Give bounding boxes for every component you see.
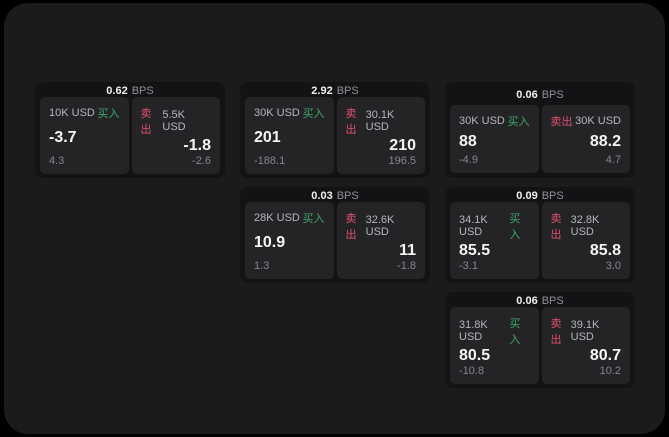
quote-panels: 10K USD 买入 -3.7 4.3 卖出 5.5K USD -1.8 -2.… [35,97,225,179]
card-header: 0.06 BPS [445,292,635,307]
buy-sub-value: 4.3 [49,154,65,167]
sell-quote-panel[interactable]: 卖出 5.5K USD -1.8 -2.6 [131,97,220,174]
card-header: 0.09 BPS [445,187,635,202]
spread-bps-value: 2.92 [311,85,333,97]
buy-side-label: 买入 [509,213,521,241]
quote-card: 0.62 BPS 10K USD 买入 -3.7 4.3 卖出 5.5K USD [35,82,225,178]
card-header: 0.06 BPS [445,82,635,105]
quote-cards-grid: 0.62 BPS 10K USD 买入 -3.7 4.3 卖出 5.5K USD [35,82,635,388]
sell-sub-value: 196.5 [388,154,416,167]
spread-bps-value: 0.06 [516,295,538,307]
sell-price: 11 [399,242,416,259]
card-header: 2.92 BPS [240,82,430,97]
spread-bps-value: 0.09 [516,190,538,202]
buy-sub-value: -3.1 [459,259,478,272]
sell-quote-panel[interactable]: 卖出 30K USD 88.2 4.7 [541,105,630,173]
buy-quote-panel[interactable]: 31.8K USD 买入 80.5 -10.8 [450,307,539,384]
buy-price: 88 [459,132,477,150]
buy-price: 85.5 [459,242,491,259]
buy-quote-panel[interactable]: 30K USD 买入 88 -4.9 [450,105,539,173]
sell-side-label: 卖出 [345,213,357,241]
bps-unit-label: BPS [131,85,154,97]
sell-price: -1.8 [183,137,211,154]
sell-notional: 32.6K USD [365,214,395,238]
buy-sub-value: 1.3 [254,259,270,272]
bps-unit-label: BPS [541,89,564,101]
buy-side-label: 买入 [302,108,325,120]
buy-quote-panel[interactable]: 10K USD 买入 -3.7 4.3 [40,97,129,174]
quote-panels: 31.8K USD 买入 80.5 -10.8 卖出 39.1K USD 80.… [445,307,635,389]
sell-side-label: 卖出 [140,108,152,136]
buy-notional: 31.8K USD [459,319,488,343]
quote-panels: 34.1K USD 买入 85.5 -3.1 卖出 32.8K USD 85.8… [445,202,635,284]
bps-unit-label: BPS [336,85,359,97]
buy-sub-value: -4.9 [459,154,478,166]
sell-quote-panel[interactable]: 卖出 32.8K USD 85.8 3.0 [541,202,630,279]
buy-side-label: 买入 [509,318,521,346]
buy-price: 201 [254,129,281,146]
buy-quote-panel[interactable]: 34.1K USD 买入 85.5 -3.1 [450,202,539,279]
buy-sub-value: -10.8 [459,364,485,377]
app-window: 0.62 BPS 10K USD 买入 -3.7 4.3 卖出 5.5K USD [4,3,665,434]
quote-card: 0.09 BPS 34.1K USD 买入 85.5 -3.1 卖出 32.8K… [445,187,635,283]
sell-price: 85.8 [589,242,621,259]
buy-notional: 10K USD [49,107,95,119]
sell-price: 88.2 [589,132,621,150]
sell-notional: 5.5K USD [162,109,186,133]
spread-bps-value: 0.06 [516,89,538,101]
sell-notional: 32.8K USD [570,214,600,238]
sell-sub-value: -1.8 [397,259,416,272]
buy-price: 80.5 [459,347,491,364]
spread-bps-value: 0.62 [106,85,128,97]
buy-notional: 30K USD [254,107,300,119]
card-header: 0.62 BPS [35,82,225,97]
sell-sub-value: 4.7 [605,154,621,166]
buy-side-label: 买入 [507,116,530,128]
sell-notional: 30K USD [575,115,621,127]
bps-unit-label: BPS [541,295,564,307]
quote-card: 2.92 BPS 30K USD 买入 201 -188.1 卖出 30.1K … [240,82,430,178]
sell-quote-panel[interactable]: 卖出 30.1K USD 210 196.5 [336,97,425,174]
sell-notional: 30.1K USD [365,109,395,133]
quote-card: 0.06 BPS 31.8K USD 买入 80.5 -10.8 卖出 39.1… [445,292,635,388]
buy-sub-value: -188.1 [254,154,286,167]
quote-card: 0.06 BPS 30K USD 买入 88 -4.9 卖出 30K USD [445,82,635,178]
sell-side-label: 卖出 [345,108,357,136]
sell-side-label: 卖出 [550,116,573,128]
sell-quote-panel[interactable]: 卖出 39.1K USD 80.7 10.2 [541,307,630,384]
sell-price: 80.7 [589,347,621,364]
sell-sub-value: 10.2 [599,364,621,377]
card-header: 0.03 BPS [240,187,430,202]
buy-side-label: 买入 [97,108,120,120]
spread-bps-value: 0.03 [311,190,333,202]
buy-quote-panel[interactable]: 28K USD 买入 10.9 1.3 [245,202,334,279]
buy-price: 10.9 [254,234,286,251]
buy-price: -3.7 [49,129,77,146]
buy-side-label: 买入 [302,213,325,225]
sell-sub-value: 3.0 [605,259,621,272]
quote-panels: 28K USD 买入 10.9 1.3 卖出 32.6K USD 11 -1.8 [240,202,430,284]
buy-quote-panel[interactable]: 30K USD 买入 201 -188.1 [245,97,334,174]
sell-side-label: 卖出 [550,213,562,241]
sell-price: 210 [389,137,416,154]
sell-side-label: 卖出 [550,318,562,346]
sell-notional: 39.1K USD [570,319,600,343]
bps-unit-label: BPS [336,190,359,202]
bps-unit-label: BPS [541,190,564,202]
buy-notional: 28K USD [254,212,300,224]
buy-notional: 30K USD [459,115,505,127]
quote-card: 0.03 BPS 28K USD 买入 10.9 1.3 卖出 32.6K US… [240,187,430,283]
quote-panels: 30K USD 买入 201 -188.1 卖出 30.1K USD 210 1… [240,97,430,179]
sell-quote-panel[interactable]: 卖出 32.6K USD 11 -1.8 [336,202,425,279]
sell-sub-value: -2.6 [192,154,211,167]
buy-notional: 34.1K USD [459,214,488,238]
quote-panels: 30K USD 买入 88 -4.9 卖出 30K USD 88.2 4.7 [445,105,635,178]
